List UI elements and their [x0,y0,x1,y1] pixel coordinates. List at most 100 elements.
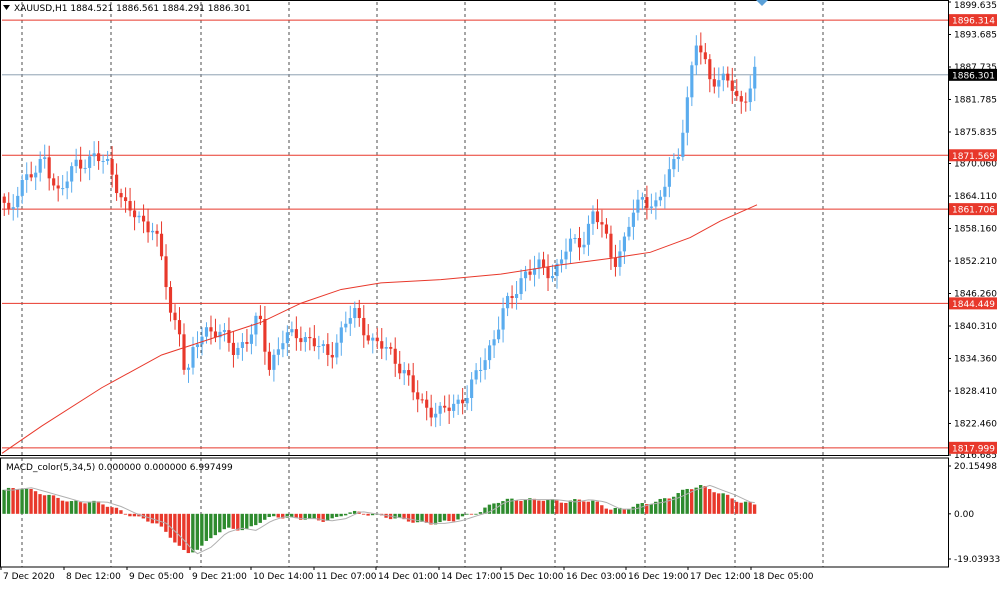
macd-axis: 20.15498 0.00 -19.03933 [948,462,1000,565]
candle-body [335,342,339,358]
candle-body [753,66,757,89]
candle-body [663,186,667,197]
candle-body [79,159,83,169]
candle-body [299,338,303,343]
macd-bar [213,513,217,536]
macd-bar [105,506,110,514]
collapse-triangle-icon[interactable] [3,5,10,10]
macd-bar [312,513,316,519]
macd-bar [492,503,496,514]
macd-bar [74,500,78,514]
price-tick-label: 1816.685 [954,451,997,461]
macd-bar [676,493,680,514]
macd-bar [631,506,635,514]
candle-body [227,330,231,343]
candle-body [128,201,132,211]
candle-body [52,178,56,186]
macd-bar [267,513,271,518]
macd-bar [510,498,514,514]
candle-body [452,403,456,411]
macd-bar [618,507,622,514]
level-price-tag: 1896.314 [949,14,997,27]
macd-bar [110,507,114,514]
candle-body [577,237,582,248]
candle-body [357,308,361,318]
level-tag-label: 1861.706 [952,206,995,216]
macd-bar [550,498,555,514]
macd-bar [716,493,721,514]
candle-body [7,202,11,209]
time-axis[interactable]: 7 Dec 2020 8 Dec 12:00 9 Dec 05:00 9 Dec 21… [0,567,814,582]
candle-body [685,97,689,133]
candle-body [438,405,442,414]
price-tick-label: 1858.160 [954,225,997,235]
macd-bar [123,513,128,515]
horizontal-levels[interactable] [2,19,948,449]
macd-bar [92,500,96,514]
shift-marker-icon[interactable] [756,0,768,6]
candle-body [514,294,519,299]
time-tick-label: 10 Dec 14:00 [253,572,314,582]
candle-body [523,271,528,279]
candle-body [532,268,537,275]
candle-body [411,375,415,393]
macd-bar [128,513,132,517]
macd-bar [393,513,397,519]
candle-body [398,363,402,374]
candle-body [497,329,501,340]
candle-body [119,193,123,198]
candle-body [101,160,105,162]
macd-bar [672,496,676,514]
candle-body [447,407,451,411]
candle-body [173,312,177,321]
macd-bar [321,513,325,522]
macd-bar [478,512,483,514]
macd-bar [137,513,141,517]
candle-body [420,399,424,401]
candle-body [528,271,532,275]
macd-bar [87,502,92,514]
macd-bar [132,513,137,517]
candle-body [258,315,262,320]
candle-body [16,195,20,208]
macd-bar [451,513,456,522]
candle-body [645,197,649,208]
candle-body [20,179,24,196]
price-axis[interactable]: 1899.635 1893.685 1887.735 1881.785 1875.835… [948,1,997,461]
macd-bar [173,513,177,543]
candle-body [550,276,555,279]
candle-body [97,153,101,162]
candle-body [200,336,204,345]
macd-bar [415,513,420,523]
macd-bar [658,498,662,514]
candle-body [34,172,38,178]
candle-body [586,223,591,245]
candle-body [690,65,694,98]
candle-body [658,196,662,201]
macd-bar [698,485,703,514]
candle-body [348,318,352,324]
macd-bar [703,485,707,514]
macd-bar [60,500,65,514]
macd-bar [627,509,631,514]
candle-body [25,174,29,180]
candle-body [595,211,600,223]
candle-body [483,360,487,370]
macd-bar [195,513,200,550]
candle-body [429,407,433,418]
candle-body [371,337,375,341]
macd-bar [83,503,87,514]
candle-body [622,236,626,252]
candle-body [150,230,155,233]
macd-bar [573,499,577,514]
macd-bar [29,488,33,514]
macd-bar [348,512,352,514]
candle-body [393,348,397,364]
macd-bar [307,513,312,519]
macd-bar [483,507,487,514]
macd-tick-label: -19.03933 [954,555,1000,565]
candle-body [416,392,420,400]
candle-body [555,263,559,277]
